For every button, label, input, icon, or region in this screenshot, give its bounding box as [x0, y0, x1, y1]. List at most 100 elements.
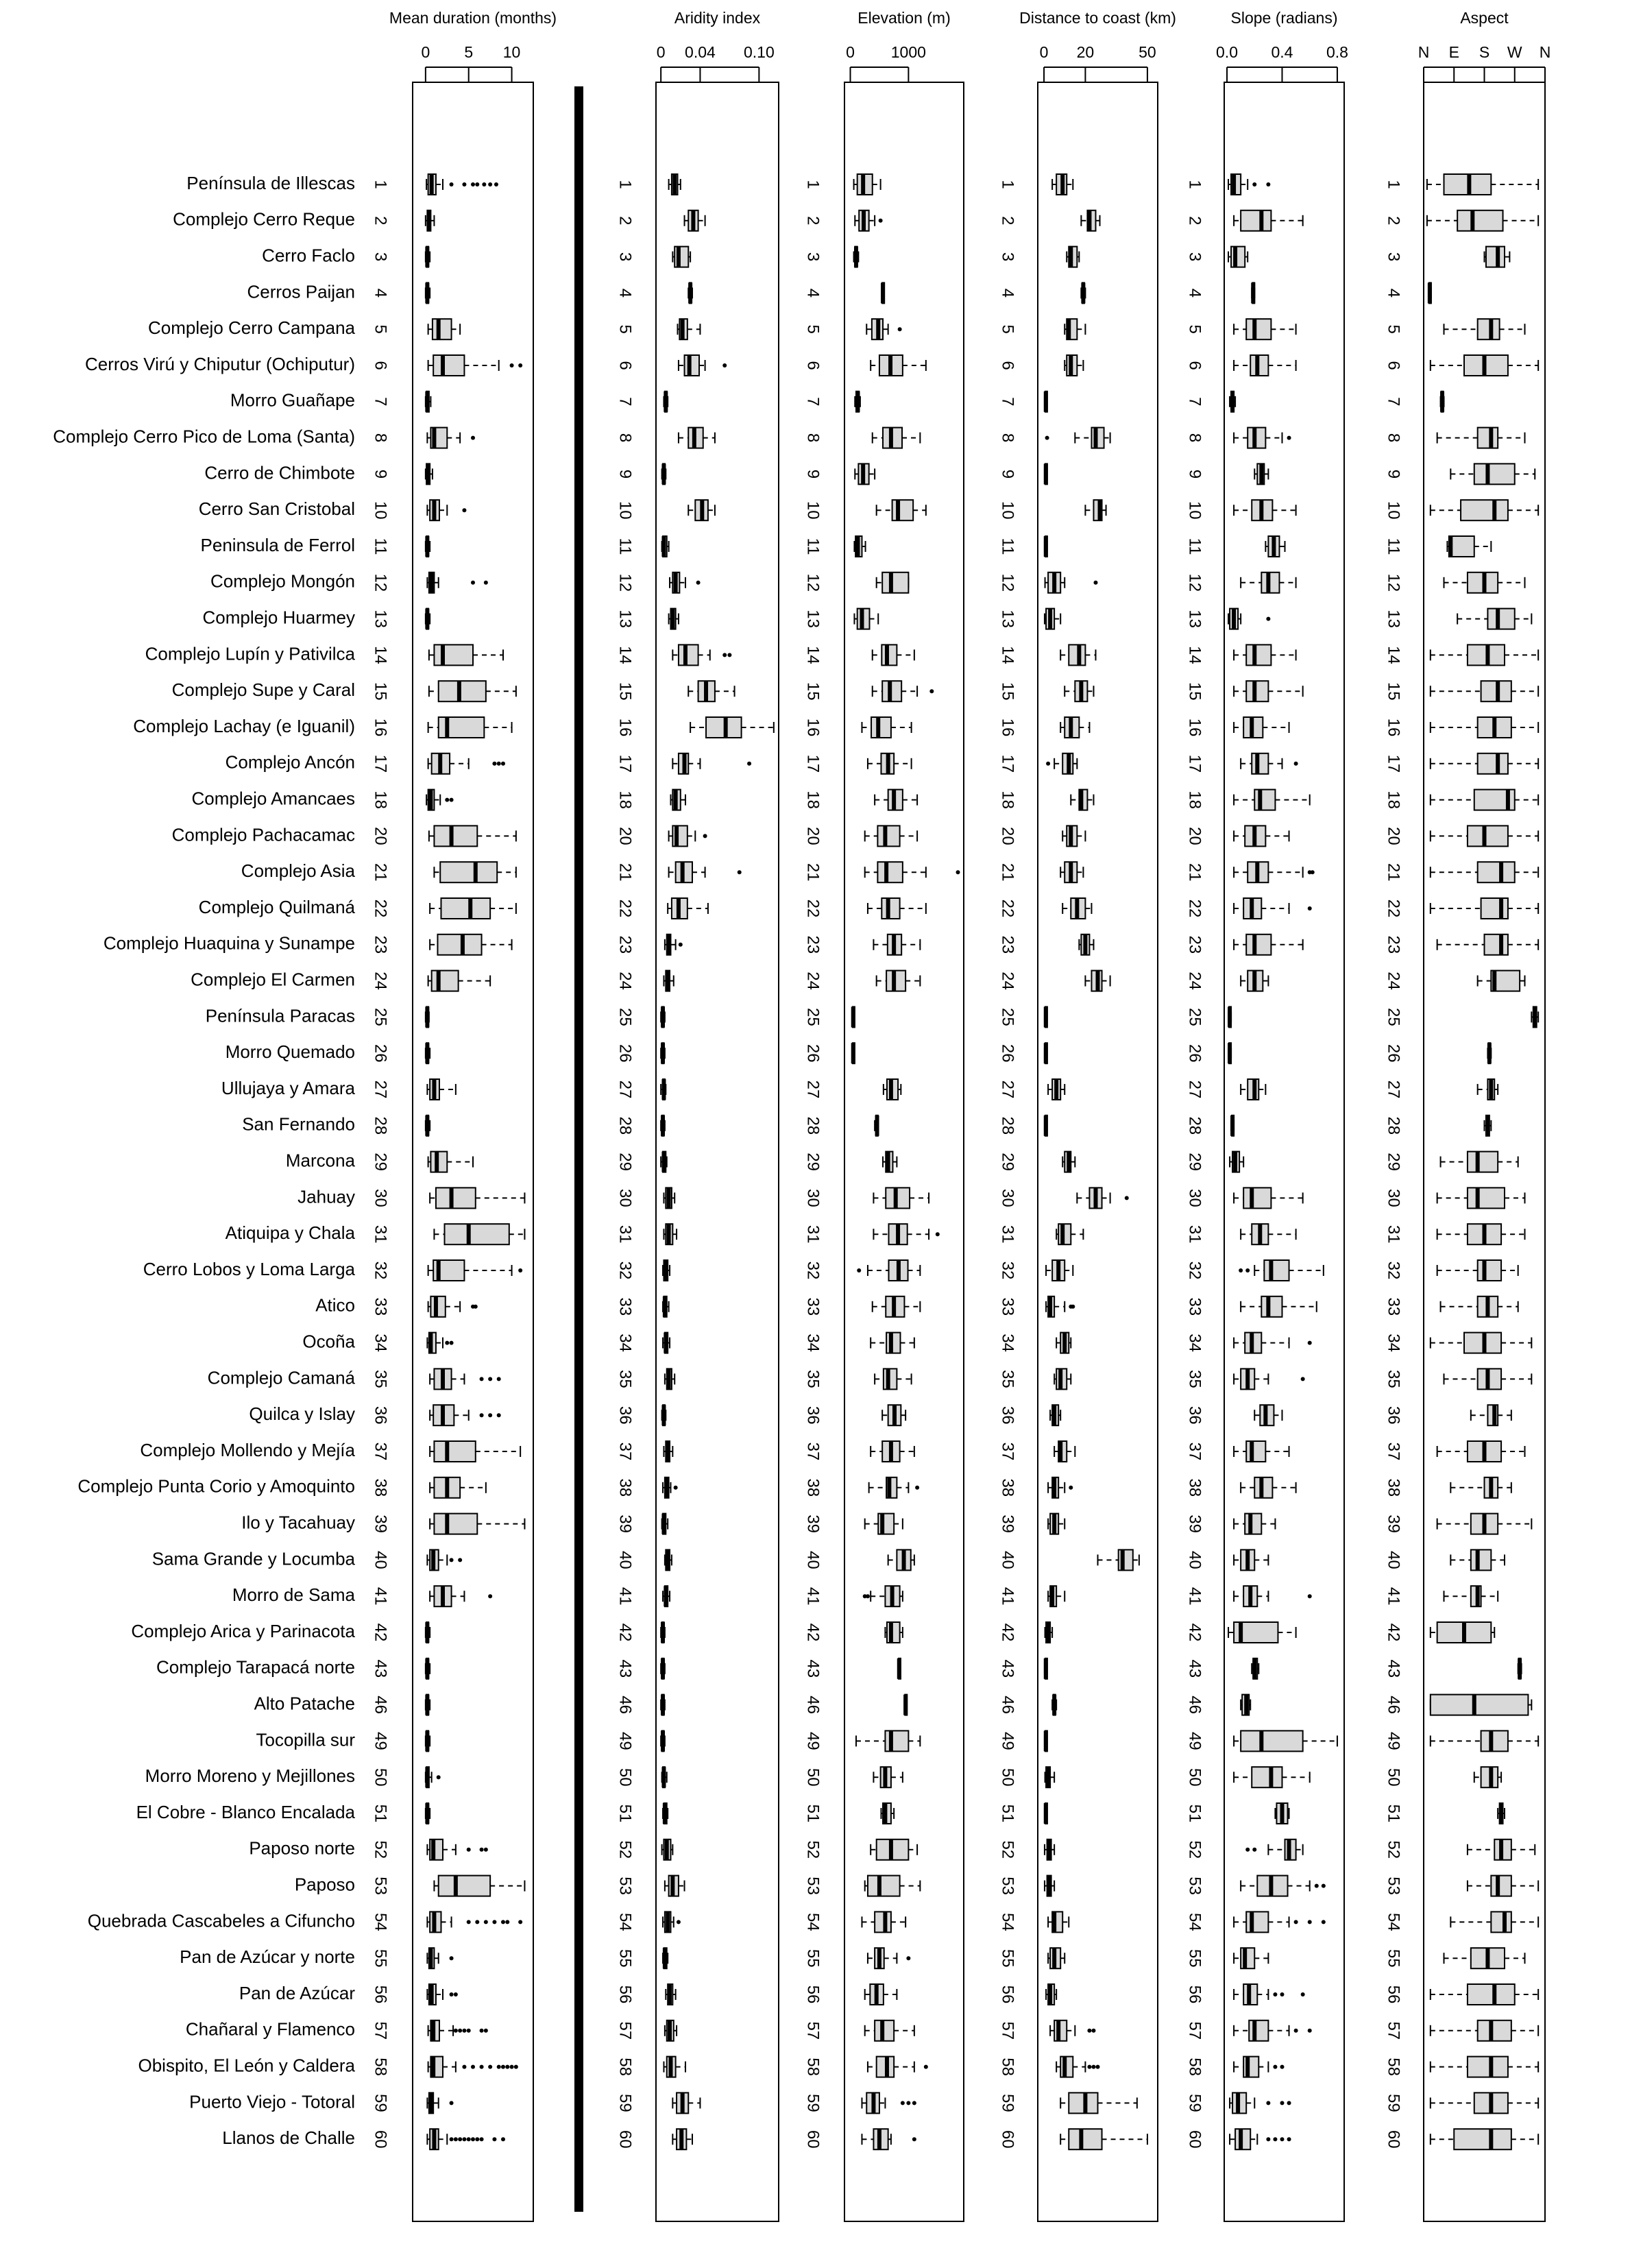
outlier-point — [488, 182, 493, 186]
box-iqr — [1245, 1911, 1269, 1933]
site-number-label: 42 — [804, 1624, 823, 1642]
box-plot — [1450, 1911, 1540, 1933]
box-plot — [424, 1802, 431, 1824]
site-number-label: 60 — [1186, 2130, 1204, 2149]
box-plot — [897, 1657, 901, 1680]
site-name-label: Complejo Punta Corio y Amoquinto — [77, 1476, 355, 1497]
axis-tick-label: 0 — [846, 43, 855, 61]
site-number-label: 41 — [372, 1587, 390, 1606]
box-iqr — [1058, 1223, 1072, 1246]
box-plot — [663, 2055, 686, 2078]
axis-tick-label: 10 — [503, 43, 521, 61]
site-number-label: 32 — [1186, 1262, 1204, 1280]
box-iqr — [1240, 1947, 1256, 1970]
box-plot — [424, 1042, 431, 1065]
box-plot — [677, 354, 727, 376]
site-number-label: 60 — [1385, 2130, 1403, 2149]
site-number-label: 2 — [804, 216, 823, 225]
site-number-label: 43 — [1385, 1659, 1403, 1678]
outlier-point — [722, 363, 727, 367]
box-plot — [1436, 1259, 1519, 1281]
panel-title: Distance to coast (km) — [1019, 9, 1176, 27]
box-plot — [1429, 1331, 1533, 1354]
box-plot — [1233, 1512, 1276, 1535]
box-plot — [426, 1983, 458, 2005]
site-number-label: 4 — [804, 289, 823, 298]
box-iqr — [1245, 644, 1272, 666]
box-plot — [1228, 607, 1271, 630]
box-iqr — [871, 716, 892, 738]
panel-frame — [1037, 82, 1158, 2222]
site-number-label: 54 — [1385, 1913, 1403, 1931]
site-number-label: 27 — [999, 1081, 1017, 1099]
site-number-label: 5 — [1385, 325, 1403, 334]
outlier-point — [466, 1920, 471, 1925]
site-number-label: 59 — [372, 2094, 390, 2112]
box-iqr — [881, 897, 901, 919]
box-plot — [433, 1223, 526, 1246]
box-iqr — [886, 1621, 901, 1643]
outlier-point — [1300, 1992, 1305, 1996]
box-plot — [1233, 2019, 1312, 2042]
outlier-point — [501, 1920, 505, 1925]
box-plot — [874, 1114, 879, 1137]
site-number-label: 38 — [372, 1478, 390, 1497]
site-number-label: 12 — [1186, 573, 1204, 592]
outlier-point — [906, 2101, 911, 2106]
outlier-point — [483, 580, 488, 585]
site-number-label: 25 — [616, 1008, 635, 1026]
site-number-label: 54 — [999, 1913, 1017, 1931]
panel: Distance to coast (km)0 20 501234567891011… — [999, 9, 1176, 2222]
box-plot — [1066, 245, 1080, 268]
site-number-label: 23 — [1385, 935, 1403, 954]
site-name-label: Complejo Lachay (e Iguanil) — [133, 716, 355, 736]
box-plot — [1051, 173, 1074, 195]
box-plot — [677, 426, 716, 449]
panel-frame — [1224, 82, 1345, 2222]
site-name-label: Puerto Viejo - Totoral — [189, 2091, 355, 2112]
site-number-label: 49 — [999, 1732, 1017, 1750]
box-plot — [424, 535, 431, 557]
site-number-label: 53 — [616, 1877, 635, 1895]
box-plot — [882, 1150, 898, 1173]
outlier-point — [462, 2064, 467, 2069]
box-plot — [1450, 1476, 1512, 1499]
outlier-point — [475, 1920, 480, 1925]
box-iqr — [433, 644, 474, 666]
site-number-label: 59 — [999, 2094, 1017, 2112]
box-iqr — [1248, 2019, 1269, 2042]
site-number-label: 10 — [372, 501, 390, 520]
site-number-label: 21 — [616, 863, 635, 882]
box-plot — [660, 1042, 666, 1065]
outlier-point — [862, 1594, 867, 1599]
outlier-point — [1321, 1920, 1326, 1925]
site-number-label: 8 — [616, 433, 635, 442]
site-number-label: 41 — [616, 1587, 635, 1606]
site-number-label: 29 — [1186, 1153, 1204, 1171]
box-iqr — [1476, 861, 1516, 884]
site-name-label: Complejo Cerro Campana — [148, 317, 356, 338]
site-number-label: 17 — [1385, 754, 1403, 773]
box-plot — [1233, 426, 1291, 449]
outlier-point — [449, 2137, 454, 2142]
site-number-label: 15 — [804, 682, 823, 701]
box-plot — [426, 788, 454, 811]
site-name-label: Morro Moreno y Mejillones — [145, 1765, 355, 1786]
site-number-label: 6 — [804, 361, 823, 370]
site-number-label: 22 — [616, 900, 635, 918]
site-number-label: 24 — [804, 972, 823, 990]
outlier-point — [518, 1920, 523, 1925]
site-number-label: 10 — [1186, 501, 1204, 520]
site-number-label: 7 — [999, 397, 1017, 406]
site-number-label: 26 — [1186, 1044, 1204, 1063]
site-number-label: 31 — [372, 1225, 390, 1244]
outlier-point — [496, 761, 501, 766]
box-plot — [864, 861, 960, 884]
box-plot — [1429, 1693, 1533, 1716]
box-plot — [668, 607, 679, 630]
box-plot — [1429, 680, 1540, 703]
site-number-label: 16 — [1385, 719, 1403, 737]
site-number-label: 2 — [616, 216, 635, 225]
box-iqr — [1230, 245, 1246, 268]
site-number-label: 54 — [804, 1913, 823, 1931]
